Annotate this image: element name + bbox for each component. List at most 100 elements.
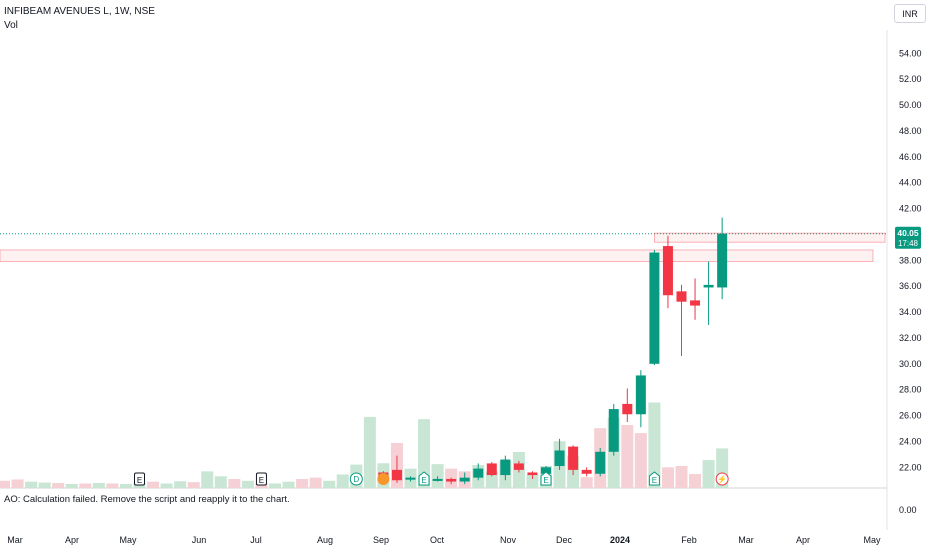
candle-8[interactable]	[486, 462, 497, 477]
candle-13[interactable]	[554, 438, 565, 470]
y-tick-label-5: 44.00	[899, 178, 922, 188]
candle-18[interactable]	[622, 388, 633, 423]
candle-16[interactable]	[595, 447, 606, 477]
volume-bar-50	[675, 465, 688, 488]
candle-20[interactable]	[649, 249, 660, 366]
y-tick-label-2: 50.00	[899, 100, 922, 110]
candle-body	[595, 451, 606, 474]
candle-body	[581, 469, 592, 474]
candle-10[interactable]	[513, 460, 524, 473]
candle-body	[649, 252, 660, 364]
candle-19[interactable]	[635, 370, 646, 428]
volume-bar-48	[648, 402, 661, 488]
volume-bar-31	[418, 419, 431, 488]
event-marker-3[interactable]	[377, 473, 390, 485]
x-tick-label-7: Oct	[430, 535, 445, 545]
x-tick-label-5: Aug	[317, 535, 333, 545]
candle-4[interactable]	[432, 476, 443, 482]
candle-22[interactable]	[676, 284, 687, 357]
event-dot-icon	[377, 473, 390, 485]
volume-bar-52	[702, 460, 715, 488]
volume-bar-43	[580, 477, 593, 488]
y-tick-label-15: 24.00	[899, 436, 922, 446]
candle-body	[676, 291, 687, 302]
candle-body	[541, 467, 551, 474]
zone-lower-rect[interactable]	[0, 249, 874, 262]
candle-1[interactable]	[391, 455, 402, 483]
x-tick-label-3: Jun	[192, 535, 207, 545]
candle-body	[391, 469, 402, 481]
earnings-icon	[255, 472, 267, 486]
earnings-up-marker-5[interactable]: E	[540, 471, 552, 486]
candle-body	[446, 478, 457, 482]
zone-upper-rect[interactable]	[654, 232, 886, 243]
y-tick-label-0: 54.00	[899, 48, 922, 58]
x-tick-label-13: Apr	[796, 535, 810, 545]
candle-6[interactable]	[459, 472, 470, 485]
candle-17[interactable]	[608, 403, 619, 456]
y-tick-label-12: 30.00	[899, 359, 922, 369]
volume-bar-18	[241, 480, 254, 488]
y-tick-label-10: 34.00	[899, 307, 922, 317]
volume-indicator-label[interactable]: Vol	[4, 20, 18, 31]
dividend-icon	[349, 472, 363, 486]
y-tick-label-14: 26.00	[899, 411, 922, 421]
last-price-value: 40.05	[897, 228, 919, 238]
candle-15[interactable]	[581, 467, 592, 477]
candle-14[interactable]	[568, 445, 579, 476]
candle-24[interactable]	[703, 261, 714, 325]
candle-2[interactable]	[405, 476, 416, 482]
candle-23[interactable]	[690, 278, 701, 320]
x-tick-label-0: Mar	[7, 535, 23, 545]
candle-body	[717, 233, 728, 288]
x-tick-label-6: Sep	[373, 535, 389, 545]
candle-7[interactable]	[473, 463, 484, 481]
volume-bar-16	[214, 476, 227, 488]
volume-bar-0	[0, 480, 10, 488]
y-tick-label-1: 52.00	[899, 74, 922, 84]
volume-bar-12	[160, 483, 173, 488]
volume-bar-11	[147, 481, 160, 488]
ao-error-message: AO: Calculation failed. Remove the scrip…	[4, 494, 290, 505]
candle-body	[513, 463, 524, 470]
volume-bar-27	[363, 416, 376, 488]
earnings-up-marker-6[interactable]: E	[648, 471, 660, 486]
dividend-marker-2[interactable]: D	[349, 472, 363, 486]
candle-body	[527, 472, 538, 476]
candle-body	[635, 375, 646, 415]
marker-label: E	[421, 476, 426, 485]
candle-21[interactable]	[662, 235, 673, 309]
earnings-up-icon	[418, 471, 430, 486]
earnings-marker-0[interactable]: E	[134, 472, 145, 486]
volume-bar-7	[92, 483, 105, 488]
volume-bar-8	[106, 483, 119, 488]
volume-bar-13	[174, 481, 187, 488]
chart-title[interactable]: INFIBEAM AVENUES L, 1W, NSE	[4, 6, 155, 17]
candle-11[interactable]	[527, 471, 538, 479]
candle-body	[608, 409, 619, 452]
marker-label: E	[259, 476, 264, 485]
volume-bar-23	[309, 477, 322, 488]
candle-body	[662, 246, 673, 296]
flash-marker-7[interactable]: ⚡	[715, 472, 729, 486]
candle-body	[432, 478, 443, 481]
candle-body	[500, 459, 511, 476]
volume-bar-15	[201, 471, 214, 488]
candle-25[interactable]	[717, 217, 728, 300]
candle-5[interactable]	[446, 477, 457, 485]
volume-bar-22	[296, 479, 309, 488]
volume-bar-3	[38, 482, 51, 488]
candle-body	[405, 477, 416, 480]
currency-button[interactable]: INR	[894, 4, 926, 23]
earnings-up-icon	[648, 471, 660, 486]
volume-bar-17	[228, 479, 241, 488]
earnings-marker-1[interactable]: E	[255, 472, 267, 486]
candle-9[interactable]	[500, 455, 511, 481]
volume-bar-21	[282, 481, 295, 488]
earnings-up-marker-4[interactable]: E	[418, 471, 430, 486]
volume-bar-46	[621, 425, 634, 488]
flash-icon	[715, 472, 729, 486]
volume-bar-1	[11, 479, 24, 488]
volume-bar-4	[52, 483, 65, 488]
